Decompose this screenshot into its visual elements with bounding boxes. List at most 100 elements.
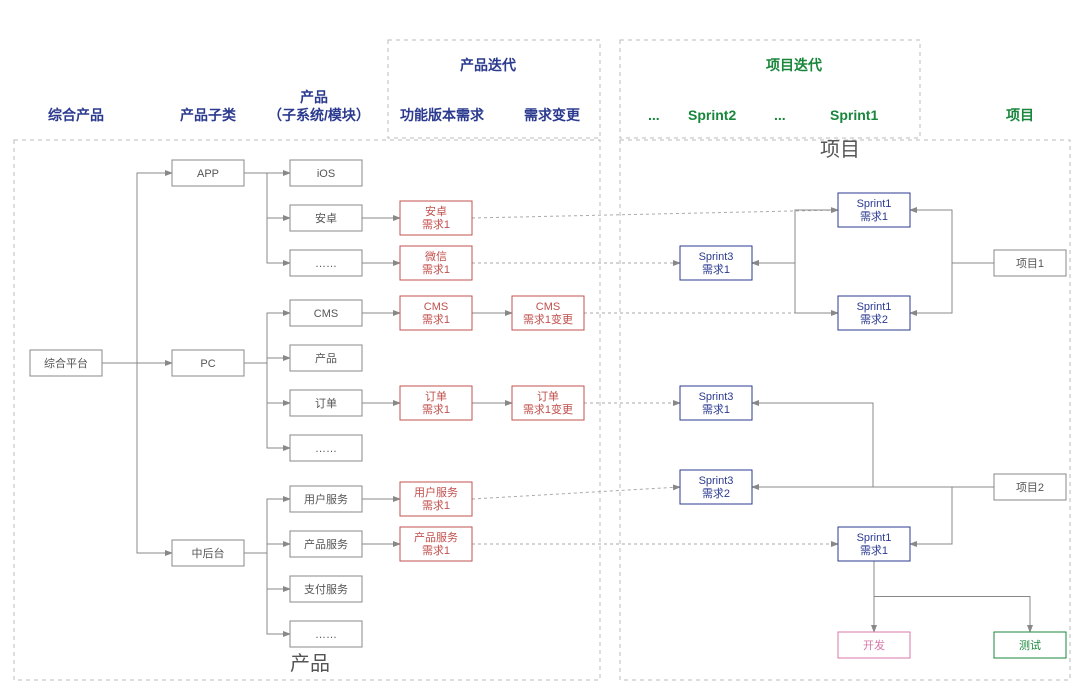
node-ios: iOS <box>290 160 362 186</box>
edge <box>244 363 290 448</box>
node-zht: 中后台 <box>172 540 244 566</box>
node-dev: 开发 <box>838 632 910 658</box>
node-r-user: 用户服务需求1 <box>400 482 472 516</box>
svg-text:需求1: 需求1 <box>422 544 450 557</box>
svg-text:产品服务: 产品服务 <box>414 530 458 544</box>
svg-text:Sprint3: Sprint3 <box>699 251 734 263</box>
node-r-prodsvc: 产品服务需求1 <box>400 527 472 561</box>
node-app: APP <box>172 160 244 186</box>
svg-text:项目1: 项目1 <box>1016 257 1044 270</box>
node-sp3-3: Sprint3需求2 <box>680 470 752 504</box>
h-zilei: 产品子类 <box>180 107 237 123</box>
h-sp2: Sprint2 <box>688 107 736 123</box>
svg-text:需求1: 需求1 <box>422 313 450 326</box>
h-func: 功能版本需求 <box>400 107 485 123</box>
svg-text:开发: 开发 <box>863 638 885 652</box>
h-zonghe: 综合产品 <box>48 107 104 123</box>
node-appdots: …… <box>290 250 362 276</box>
svg-text:需求2: 需求2 <box>702 487 730 500</box>
svg-text:需求1: 需求1 <box>422 403 450 416</box>
edge <box>472 487 680 499</box>
region-r-iter <box>388 40 600 138</box>
svg-text:综合平台: 综合平台 <box>44 356 88 370</box>
h-dots2: ... <box>774 107 786 123</box>
svg-text:需求1: 需求1 <box>860 544 888 557</box>
svg-text:……: …… <box>315 629 337 641</box>
h-mod1: 产品 <box>300 89 328 105</box>
node-usersvc: 用户服务 <box>290 486 362 512</box>
h-proj: 项目 <box>1006 107 1034 123</box>
node-r-cms: CMS需求1 <box>400 296 472 330</box>
edge <box>910 263 994 313</box>
h-sp1: Sprint1 <box>830 107 878 123</box>
svg-text:中后台: 中后台 <box>192 546 225 560</box>
svg-text:……: …… <box>315 443 337 455</box>
svg-text:需求2: 需求2 <box>860 313 888 326</box>
node-pcdots: …… <box>290 435 362 461</box>
svg-text:Sprint1: Sprint1 <box>857 301 892 313</box>
edge <box>244 358 290 363</box>
node-sp3-1: Sprint3需求1 <box>680 246 752 280</box>
edge <box>102 363 172 553</box>
svg-text:需求1: 需求1 <box>422 263 450 276</box>
node-prodsvc: 产品服务 <box>290 531 362 557</box>
edge <box>874 561 1030 632</box>
node-order: 订单 <box>290 390 362 416</box>
svg-text:用户服务: 用户服务 <box>304 492 348 506</box>
svg-text:支付服务: 支付服务 <box>304 583 348 596</box>
svg-text:订单: 订单 <box>315 397 337 410</box>
svg-text:订单: 订单 <box>425 390 447 403</box>
svg-text:需求1变更: 需求1变更 <box>523 312 573 326</box>
node-paysvc: 支付服务 <box>290 576 362 602</box>
node-cms: CMS <box>290 300 362 326</box>
edge <box>752 210 838 263</box>
node-c-cms: CMS需求1变更 <box>512 296 584 330</box>
node-proj1: 项目1 <box>994 250 1066 276</box>
svg-text:需求1: 需求1 <box>860 210 888 223</box>
svg-text:项目2: 项目2 <box>1016 481 1044 494</box>
svg-text:产品: 产品 <box>315 351 337 365</box>
node-prod: 产品 <box>290 345 362 371</box>
svg-text:CMS: CMS <box>314 308 338 320</box>
h-dots1: ... <box>648 107 660 123</box>
h-mod2: （子系统/模块） <box>268 107 370 123</box>
edge <box>244 553 290 634</box>
node-r-wechat: 微信需求1 <box>400 246 472 280</box>
svg-text:PC: PC <box>200 358 215 370</box>
node-pc: PC <box>172 350 244 376</box>
svg-text:测试: 测试 <box>1019 639 1041 652</box>
svg-text:需求1变更: 需求1变更 <box>523 402 573 416</box>
node-r-order: 订单需求1 <box>400 386 472 420</box>
svg-text:Sprint3: Sprint3 <box>699 475 734 487</box>
svg-text:需求1: 需求1 <box>422 218 450 231</box>
node-zhtdots: …… <box>290 621 362 647</box>
big-proj: 项目 <box>820 139 860 161</box>
svg-text:产品服务: 产品服务 <box>304 537 348 551</box>
h-chg: 需求变更 <box>524 107 581 123</box>
svg-text:需求1: 需求1 <box>702 263 730 276</box>
node-c-order: 订单需求1变更 <box>512 386 584 420</box>
svg-text:CMS: CMS <box>536 301 560 313</box>
h-proj-iter: 项目迭代 <box>766 57 822 73</box>
node-sp1-3: Sprint1需求1 <box>838 527 910 561</box>
svg-text:Sprint1: Sprint1 <box>857 198 892 210</box>
edge <box>752 403 994 487</box>
node-proj2: 项目2 <box>994 474 1066 500</box>
edge <box>910 210 994 263</box>
node-sp3-2: Sprint3需求1 <box>680 386 752 420</box>
svg-text:安卓: 安卓 <box>315 211 337 225</box>
diagram-canvas: 综合平台APPPC中后台iOS安卓……CMS产品订单……用户服务产品服务支付服务… <box>0 0 1080 688</box>
h-iter: 产品迭代 <box>460 57 516 73</box>
svg-text:Sprint3: Sprint3 <box>699 391 734 403</box>
node-zonghe: 综合平台 <box>30 350 102 376</box>
big-prod: 产品 <box>290 652 330 675</box>
node-r-android: 安卓需求1 <box>400 201 472 235</box>
edge <box>472 210 838 218</box>
svg-text:……: …… <box>315 258 337 270</box>
edge <box>244 544 290 553</box>
svg-text:iOS: iOS <box>317 168 335 180</box>
edge <box>910 487 994 544</box>
node-sp1-1: Sprint1需求1 <box>838 193 910 227</box>
node-sp1-2: Sprint1需求2 <box>838 296 910 330</box>
edge <box>244 313 290 363</box>
